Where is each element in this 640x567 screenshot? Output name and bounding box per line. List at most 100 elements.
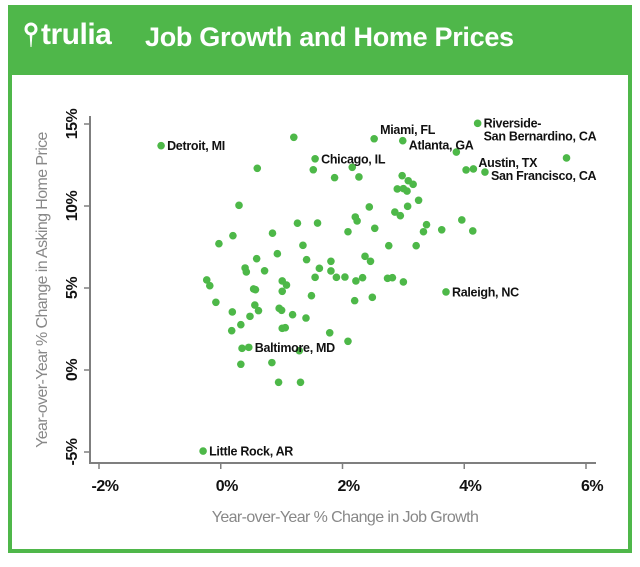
data-point (403, 187, 411, 195)
data-point (350, 296, 359, 305)
data-point (205, 281, 214, 290)
data-point (260, 266, 269, 275)
data-point (228, 308, 237, 316)
data-point (296, 378, 305, 387)
data-point (311, 273, 319, 282)
logo-text: trulia (41, 18, 112, 51)
data-point (330, 173, 339, 182)
point-label: Baltimore, MD (255, 341, 335, 355)
data-point (254, 306, 263, 315)
data-point (315, 264, 324, 273)
data-point (325, 328, 334, 337)
data-points (157, 119, 571, 455)
header-bar (8, 5, 632, 75)
data-point (299, 241, 307, 250)
data-point (422, 220, 431, 229)
map-pin-icon (24, 22, 38, 47)
data-point (384, 241, 393, 250)
data-point (215, 239, 223, 248)
data-point (355, 173, 363, 181)
data-point (368, 293, 377, 302)
data-point (242, 268, 251, 276)
data-point (437, 225, 446, 234)
point-label: Riverside-San Bernardino, CA (484, 116, 597, 143)
y-tick-label: 0% (64, 359, 81, 381)
data-point (244, 343, 253, 352)
point-labels: Detroit, MI Chicago, IL Miami, FL Atlanta, … (167, 116, 597, 458)
chart-frame (8, 5, 632, 553)
data-point (268, 358, 276, 367)
data-point (398, 171, 406, 180)
point-label-line: Austin, TX (478, 156, 538, 170)
data-point (252, 254, 261, 263)
data-point (237, 320, 245, 329)
data-point (473, 119, 482, 128)
data-point (238, 344, 246, 353)
data-point (273, 249, 282, 258)
point-label: Miami, FL (380, 123, 436, 137)
data-point (352, 277, 360, 285)
data-point (199, 447, 207, 455)
data-point (309, 165, 318, 174)
x-tick-label: -2% (92, 478, 119, 495)
point-label-line: Raleigh, NC (452, 285, 519, 299)
data-point (469, 165, 478, 173)
data-point (391, 208, 399, 216)
data-point (396, 211, 405, 220)
data-point (409, 180, 417, 189)
data-point (251, 285, 260, 294)
data-point (157, 141, 165, 150)
data-point (332, 273, 341, 282)
data-point (452, 148, 461, 156)
data-point (274, 378, 283, 387)
data-point (288, 310, 297, 319)
point-label: Chicago, IL (321, 152, 386, 166)
y-axis-title: Year-over-Year % Change in Asking Home P… (34, 131, 51, 447)
page-title: Job Growth and Home Prices (145, 22, 514, 52)
data-point (361, 252, 369, 261)
point-label: Austin, TX (478, 156, 538, 170)
data-point (358, 273, 367, 282)
data-point (212, 298, 220, 307)
data-point (403, 202, 412, 211)
data-point (365, 203, 374, 211)
data-point (313, 219, 322, 227)
data-point (253, 164, 262, 173)
data-point (393, 185, 402, 193)
point-label: Detroit, MI (167, 139, 225, 153)
data-point (251, 301, 259, 309)
x-tick-label: 2% (337, 478, 359, 495)
y-tick-label: -5% (64, 438, 81, 465)
point-label: San Francisco, CA (491, 169, 597, 183)
data-point (281, 323, 290, 332)
data-point (412, 241, 420, 250)
x-axis-title: Year-over-Year % Change in Job Growth (212, 509, 479, 526)
data-point (462, 166, 470, 174)
data-point (344, 337, 352, 346)
y-tick-label: 10% (64, 190, 81, 221)
y-tick-label: 15% (64, 108, 81, 139)
data-point (302, 255, 311, 264)
data-point (370, 134, 378, 143)
data-point (442, 288, 450, 296)
data-point (419, 227, 428, 236)
point-label-line: Baltimore, MD (255, 341, 335, 355)
x-tick-label: 6% (581, 478, 603, 495)
data-point (327, 267, 335, 275)
data-point (388, 273, 397, 282)
data-point (237, 360, 245, 369)
point-label: Atlanta, GA (409, 139, 474, 153)
data-point (562, 154, 571, 162)
x-tick-label: 4% (459, 478, 481, 495)
data-point (370, 224, 379, 233)
data-point (327, 257, 335, 266)
data-point (282, 281, 291, 289)
data-point (246, 312, 254, 321)
point-label-line: Detroit, MI (167, 139, 225, 153)
data-point (278, 287, 287, 296)
point-label-line: Atlanta, GA (409, 139, 474, 153)
data-point (293, 219, 302, 228)
axes: -5% 0% 5% 10% 15% -2% 0% 2% 4% 6% (64, 108, 604, 495)
point-label-line: Riverside- (484, 116, 542, 130)
data-point (311, 154, 319, 163)
